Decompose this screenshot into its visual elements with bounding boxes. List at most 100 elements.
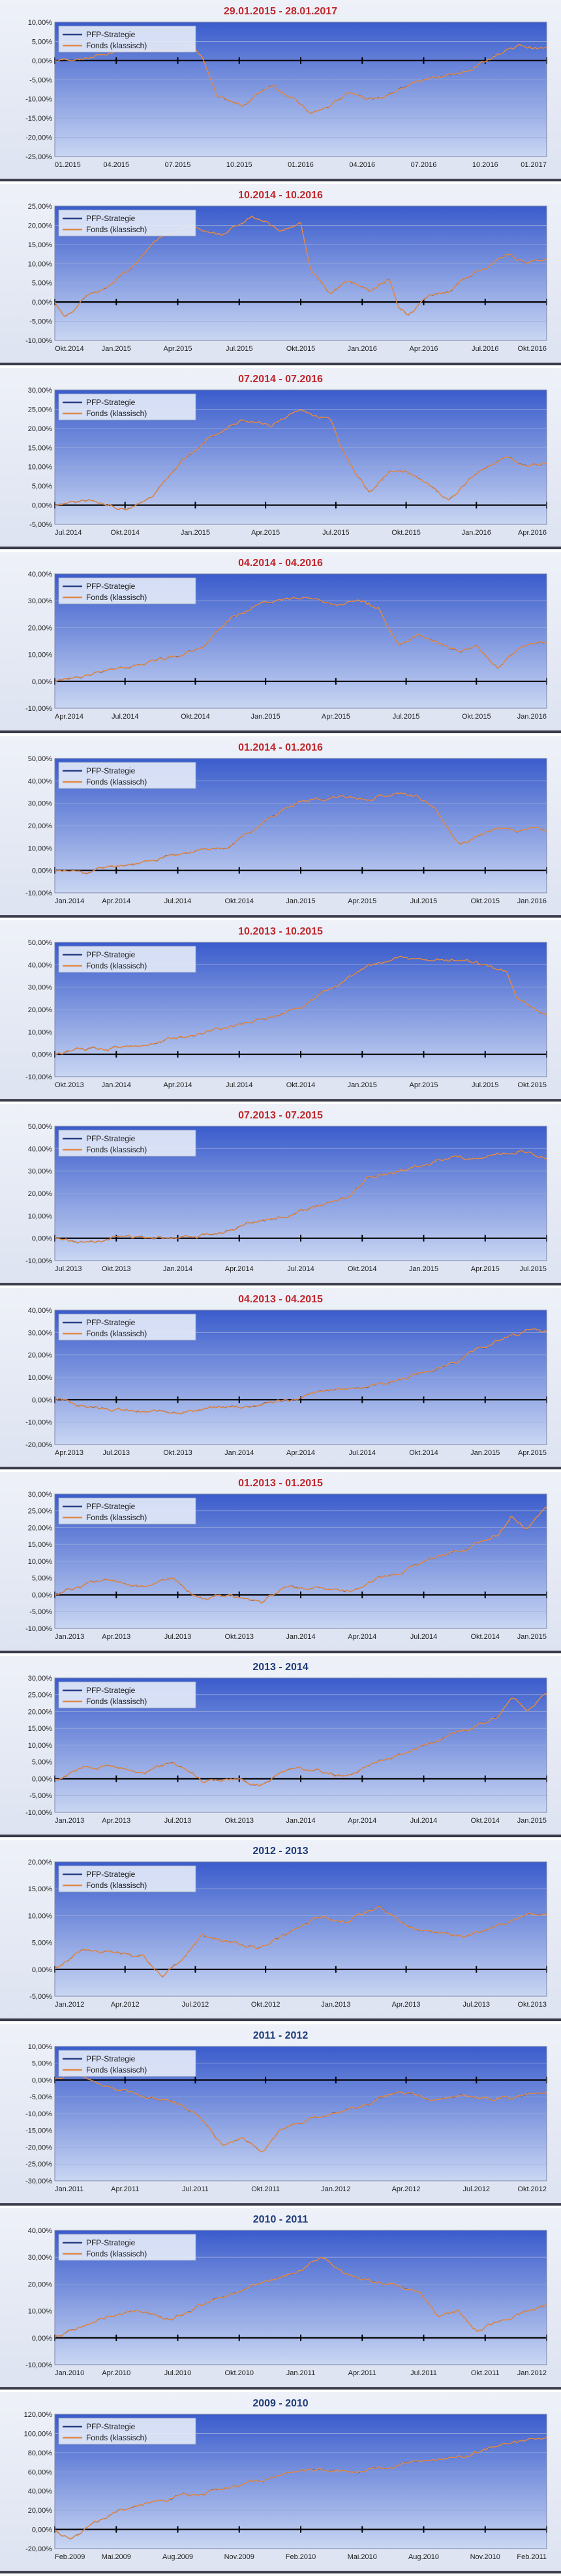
plot-border: [54, 1493, 547, 1629]
x-tick-label: Jan.2011: [55, 2185, 83, 2193]
x-tick-label: Jul.2012: [463, 2185, 491, 2193]
legend-label: PFP-Strategie: [86, 398, 136, 407]
x-tick-label: 01.2017: [521, 161, 547, 169]
x-tick-label: Jul.2014: [112, 713, 139, 721]
x-tick-label: Jan.2015: [409, 1265, 438, 1273]
x-tick-label: Jul.2013: [164, 1817, 192, 1825]
x-tick-label: Apr.2016: [410, 345, 438, 353]
x-tick-label: Jan.2015: [470, 1449, 500, 1457]
x-tick-label: Jul.2013: [164, 1633, 192, 1641]
chart-panel: 01.2014 - 01.2016 50,00% 40,00% 30,00% 20,00…: [0, 736, 561, 920]
x-tick-label: Apr.2016: [518, 529, 547, 537]
legend-label: PFP-Strategie: [86, 2054, 136, 2063]
legend-label: PFP-Strategie: [86, 950, 136, 959]
line-chart: 10.2013 - 10.2015 50,00% 40,00% 30,00% 20,00…: [0, 920, 561, 1101]
x-tick-label: 07.2015: [165, 161, 191, 169]
x-tick-label: Jan.2010: [55, 2369, 84, 2377]
y-tick-label: -20,00%: [25, 1441, 52, 1449]
legend: PFP-Strategie Fonds (klassisch): [58, 2050, 196, 2076]
chart-title: 10.2013 - 10.2015: [238, 926, 323, 937]
x-tick-label: Jan.2012: [321, 2185, 350, 2193]
x-tick-label: Okt.2014: [470, 1633, 500, 1641]
x-tick-label: Feb.2009: [55, 2553, 85, 2561]
legend-label: Fonds (klassisch): [86, 409, 147, 418]
legend-label: PFP-Strategie: [86, 582, 136, 591]
x-tick-label: Okt.2012: [517, 2185, 547, 2193]
y-tick-label: 30,00%: [28, 2254, 52, 2262]
series-line-fonds-klassisch: [54, 1693, 547, 1788]
plot-border: [54, 1861, 547, 1997]
x-tick-label: Jul.2014: [410, 1633, 438, 1641]
y-tick-label: -5,00%: [29, 1793, 52, 1801]
chart-panel: 10.2013 - 10.2015 50,00% 40,00% 30,00% 20,00…: [0, 920, 561, 1104]
y-tick-label: 15,00%: [28, 241, 52, 249]
y-tick-label: 10,00%: [28, 2307, 52, 2315]
plot-border: [54, 2230, 547, 2365]
x-tick-label: Jan.2012: [517, 2369, 547, 2377]
legend-box: [58, 2050, 196, 2076]
plot-border: [54, 389, 547, 525]
legend-label: Fonds (klassisch): [86, 777, 147, 786]
x-tick-label: Jan.2013: [55, 1633, 84, 1641]
legend-box: [58, 1313, 196, 1341]
x-tick-label: Okt.2013: [163, 1449, 192, 1457]
panel-separator: [0, 2570, 561, 2573]
chart-panel: 2012 - 2013 20,00% 15,00% 10,00% 5,00% 0,00% -…: [0, 1840, 561, 2024]
y-tick-label: 0,00%: [32, 2076, 52, 2084]
plot-border: [54, 205, 547, 341]
y-tick-label: 0,00%: [32, 2526, 52, 2534]
x-tick-label: Apr.2014: [55, 713, 83, 721]
panel-separator: [0, 2018, 561, 2022]
legend-label: Fonds (klassisch): [86, 1697, 147, 1706]
y-tick-label: 40,00%: [28, 2227, 52, 2235]
x-tick-label: Jan.2015: [286, 897, 315, 905]
x-tick-label: Mai.2010: [348, 2553, 377, 2561]
legend-label: PFP-Strategie: [86, 2422, 136, 2431]
x-tick-label: Okt.2014: [224, 897, 254, 905]
legend-label: Fonds (klassisch): [86, 593, 147, 602]
chart-title: 2012 - 2013: [252, 1846, 308, 1857]
y-tick-label: 120,00%: [24, 2411, 53, 2419]
y-tick-label: 15,00%: [28, 1886, 52, 1894]
y-tick-label: 15,00%: [28, 1541, 52, 1549]
x-tick-label: Jan.2015: [517, 1817, 547, 1825]
line-chart: 04.2013 - 04.2015 40,00% 30,00% 20,00% 10,00…: [0, 1288, 561, 1470]
x-tick-label: Okt.2010: [224, 2369, 254, 2377]
y-tick-label: 50,00%: [28, 755, 52, 763]
legend-label: Fonds (klassisch): [86, 1145, 147, 1154]
x-tick-label: Apr.2015: [164, 345, 192, 353]
panel-separator: [0, 2202, 561, 2206]
x-tick-label: 01.2016: [288, 161, 314, 169]
panel-separator: [0, 547, 561, 550]
plot-border: [54, 573, 547, 709]
y-tick-label: 10,00%: [28, 1742, 52, 1750]
plot-border: [54, 942, 547, 1077]
legend-label: PFP-Strategie: [86, 766, 136, 775]
y-tick-label: 25,00%: [28, 1508, 52, 1516]
legend-box: [58, 1130, 196, 1157]
x-tick-label: Apr.2013: [102, 1633, 130, 1641]
line-chart: 2013 - 2014 30,00% 25,00% 20,00% 15,00% 10,00…: [0, 1656, 561, 1838]
legend-box: [58, 2418, 196, 2445]
x-tick-label: Apr.2015: [251, 529, 280, 537]
y-tick-label: 80,00%: [28, 2449, 52, 2457]
y-tick-label: 20,00%: [28, 1006, 52, 1014]
line-chart: 2012 - 2013 20,00% 15,00% 10,00% 5,00% 0,00% -…: [0, 1840, 561, 2022]
legend-label: PFP-Strategie: [86, 1318, 136, 1327]
y-tick-label: -25,00%: [25, 153, 52, 161]
panel-separator: [0, 1098, 561, 1101]
line-chart: 10.2014 - 10.2016 25,00% 20,00% 15,00% 10,00…: [0, 184, 561, 366]
chart-title: 2011 - 2012: [253, 2030, 309, 2041]
x-tick-label: 01.2015: [55, 161, 81, 169]
y-tick-label: 10,00%: [28, 651, 52, 659]
legend-box: [58, 1866, 196, 1893]
chart-panel: 2013 - 2014 30,00% 25,00% 20,00% 15,00% 10,00…: [0, 1656, 561, 1840]
y-tick-label: 20,00%: [28, 1352, 52, 1360]
chart-panel: 01.2013 - 01.2015 30,00% 25,00% 20,00% 15,00…: [0, 1472, 561, 1656]
y-tick-label: 0,00%: [32, 1592, 52, 1600]
y-tick-label: 30,00%: [28, 1675, 52, 1683]
y-tick-label: 5,00%: [32, 38, 52, 46]
series-line-fonds-klassisch: [54, 1150, 547, 1244]
x-tick-label: Apr.2015: [348, 897, 376, 905]
legend-label: PFP-Strategie: [86, 1686, 136, 1695]
